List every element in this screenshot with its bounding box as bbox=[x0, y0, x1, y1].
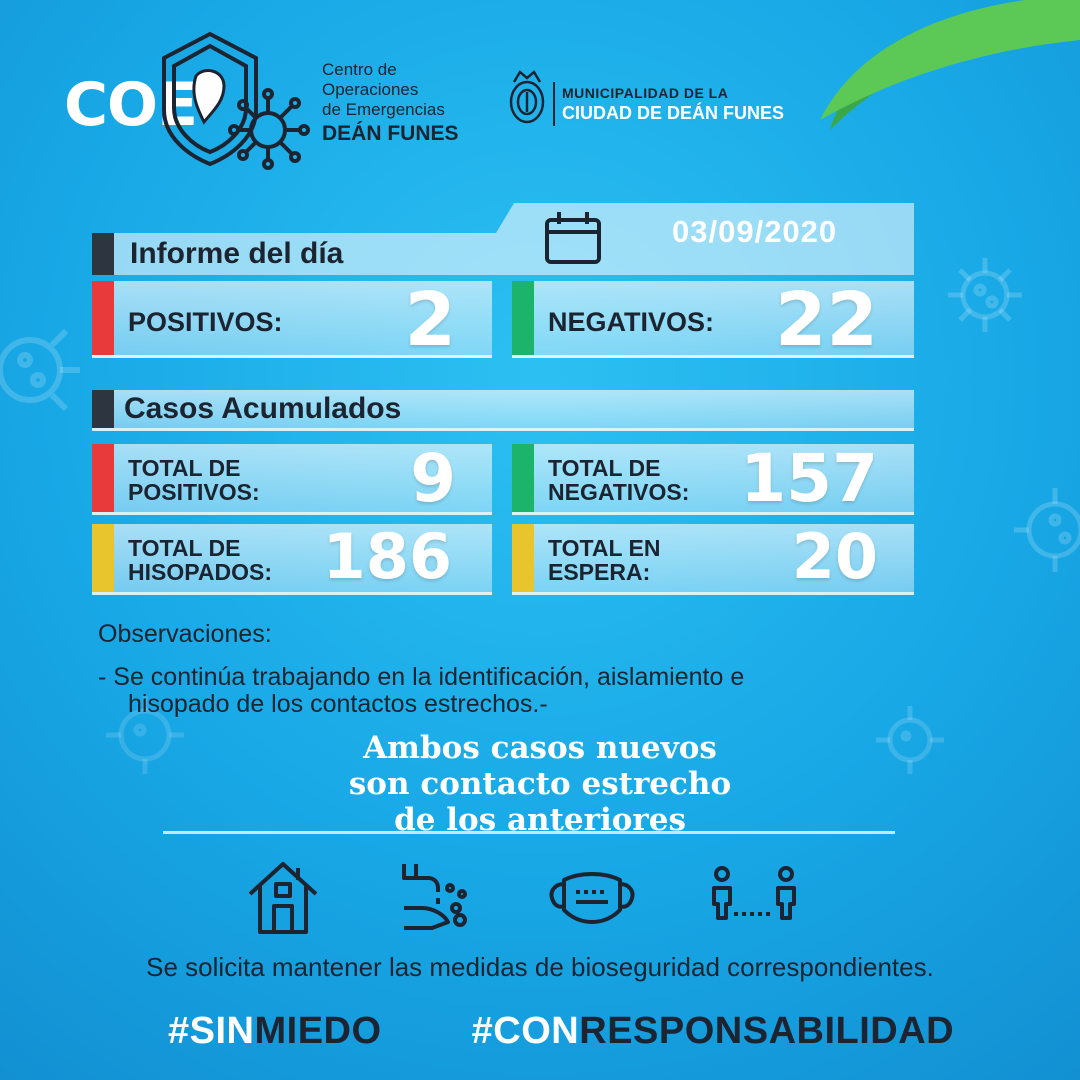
total-negativos-panel: TOTAL DE NEGATIVOS: 157 bbox=[512, 440, 914, 517]
total-hisopados-value: 186 bbox=[322, 520, 452, 593]
highlight-message: Ambos casos nuevos son contacto estrecho… bbox=[250, 730, 830, 838]
total-negativos-label: TOTAL DE NEGATIVOS: bbox=[548, 456, 689, 504]
mask-icon bbox=[549, 872, 635, 924]
handwash-icon bbox=[402, 864, 467, 930]
total-positivos-label-line-1: TOTAL DE bbox=[128, 455, 241, 481]
total-espera-label: TOTAL EN ESPERA: bbox=[548, 536, 660, 584]
muni-line-1: MUNICIPALIDAD DE LA bbox=[562, 85, 729, 101]
total-positivos-value: 9 bbox=[410, 440, 456, 517]
observations-title: Observaciones: bbox=[98, 620, 272, 648]
total-espera-label-line-2: ESPERA: bbox=[548, 559, 651, 585]
divider-line bbox=[163, 831, 895, 834]
total-espera-panel: TOTAL EN ESPERA: 20 bbox=[512, 520, 914, 595]
coe-organization-name: Centro de Operaciones de Emergencias DEÁ… bbox=[322, 60, 492, 146]
positivos-bar bbox=[92, 281, 114, 355]
positivos-panel: POSITIVOS: 2 bbox=[92, 277, 492, 363]
report-date: 03/09/2020 bbox=[672, 214, 838, 249]
coe-line-1: Centro de bbox=[322, 60, 397, 79]
total-espera-label-line-1: TOTAL EN bbox=[548, 535, 661, 561]
total-hisopados-panel: TOTAL DE HISOPADOS: 186 bbox=[92, 520, 492, 595]
observations-line-2: hisopado de los contactos estrechos.- bbox=[128, 690, 548, 718]
accumulated-header-bar: Casos Acumulados bbox=[92, 390, 914, 431]
negativos-bar bbox=[512, 281, 534, 355]
report-title: Informe del día bbox=[130, 237, 344, 270]
hashtags: #SINMIEDO #CONRESPONSABILIDAD bbox=[168, 1010, 954, 1053]
observations-line-1: - Se continúa trabajando en la identific… bbox=[98, 663, 745, 691]
calendar-icon bbox=[545, 212, 601, 264]
report-header-bar bbox=[92, 203, 914, 275]
hashtag-responsabilidad: RESPONSABILIDAD bbox=[579, 1010, 955, 1052]
coe-shield-logo-icon bbox=[162, 31, 310, 170]
hashtag-con: #CON bbox=[471, 1010, 580, 1052]
total-negativos-bar bbox=[512, 444, 534, 512]
hashtag-sin: #SIN bbox=[168, 1010, 255, 1052]
virus-watermark-icon bbox=[876, 706, 944, 774]
total-negativos-value: 157 bbox=[740, 440, 878, 517]
coe-city: DEÁN FUNES bbox=[322, 122, 459, 145]
total-hisopados-bar bbox=[92, 524, 114, 592]
total-negativos-label-line-1: TOTAL DE bbox=[548, 455, 661, 481]
muni-divider bbox=[553, 82, 555, 126]
municipal-crest-icon bbox=[509, 70, 545, 124]
negativos-value: 22 bbox=[775, 277, 878, 363]
municipality-name: MUNICIPALIDAD DE LA CIUDAD DE DEÁN FUNES bbox=[562, 85, 822, 124]
total-positivos-bar bbox=[92, 444, 114, 512]
total-negativos-label-line-2: NEGATIVOS: bbox=[548, 479, 690, 505]
coe-line-3: de Emergencias bbox=[322, 100, 445, 119]
total-hisopados-label-line-1: TOTAL DE bbox=[128, 535, 241, 561]
virus-watermark-icon bbox=[1014, 488, 1080, 572]
muni-line-2: CIUDAD DE DEÁN FUNES bbox=[562, 103, 785, 123]
accumulated-bar bbox=[92, 390, 114, 428]
accumulated-title: Casos Acumulados bbox=[124, 392, 402, 425]
positivos-value: 2 bbox=[404, 277, 457, 363]
house-icon bbox=[248, 862, 318, 934]
virus-watermark-icon bbox=[0, 328, 80, 412]
negativos-label: NEGATIVOS: bbox=[548, 307, 715, 337]
total-espera-value: 20 bbox=[791, 520, 878, 593]
negativos-panel: NEGATIVOS: 22 bbox=[512, 277, 914, 363]
total-hisopados-label-line-2: HISOPADOS: bbox=[128, 559, 272, 585]
virus-watermark-icon bbox=[106, 696, 184, 774]
observations-text: - Se continúa trabajando en la identific… bbox=[98, 664, 918, 718]
positivos-label: POSITIVOS: bbox=[128, 307, 283, 337]
leaf-shape bbox=[820, 0, 1080, 130]
hashtag-miedo: MIEDO bbox=[254, 1010, 382, 1052]
total-hisopados-label: TOTAL DE HISOPADOS: bbox=[128, 536, 272, 584]
total-espera-bar bbox=[512, 524, 534, 592]
total-positivos-panel: TOTAL DE POSITIVOS: 9 bbox=[92, 440, 492, 517]
distance-icon bbox=[712, 866, 796, 920]
highlight-line-2: son contacto estrecho bbox=[348, 766, 732, 802]
total-positivos-label: TOTAL DE POSITIVOS: bbox=[128, 456, 260, 504]
highlight-line-1: Ambos casos nuevos bbox=[363, 730, 717, 766]
total-positivos-label-line-2: POSITIVOS: bbox=[128, 479, 260, 505]
biosafety-message: Se solicita mantener las medidas de bios… bbox=[146, 952, 934, 982]
virus-watermark-icon bbox=[948, 258, 1022, 332]
coe-line-2: Operaciones bbox=[322, 80, 419, 99]
